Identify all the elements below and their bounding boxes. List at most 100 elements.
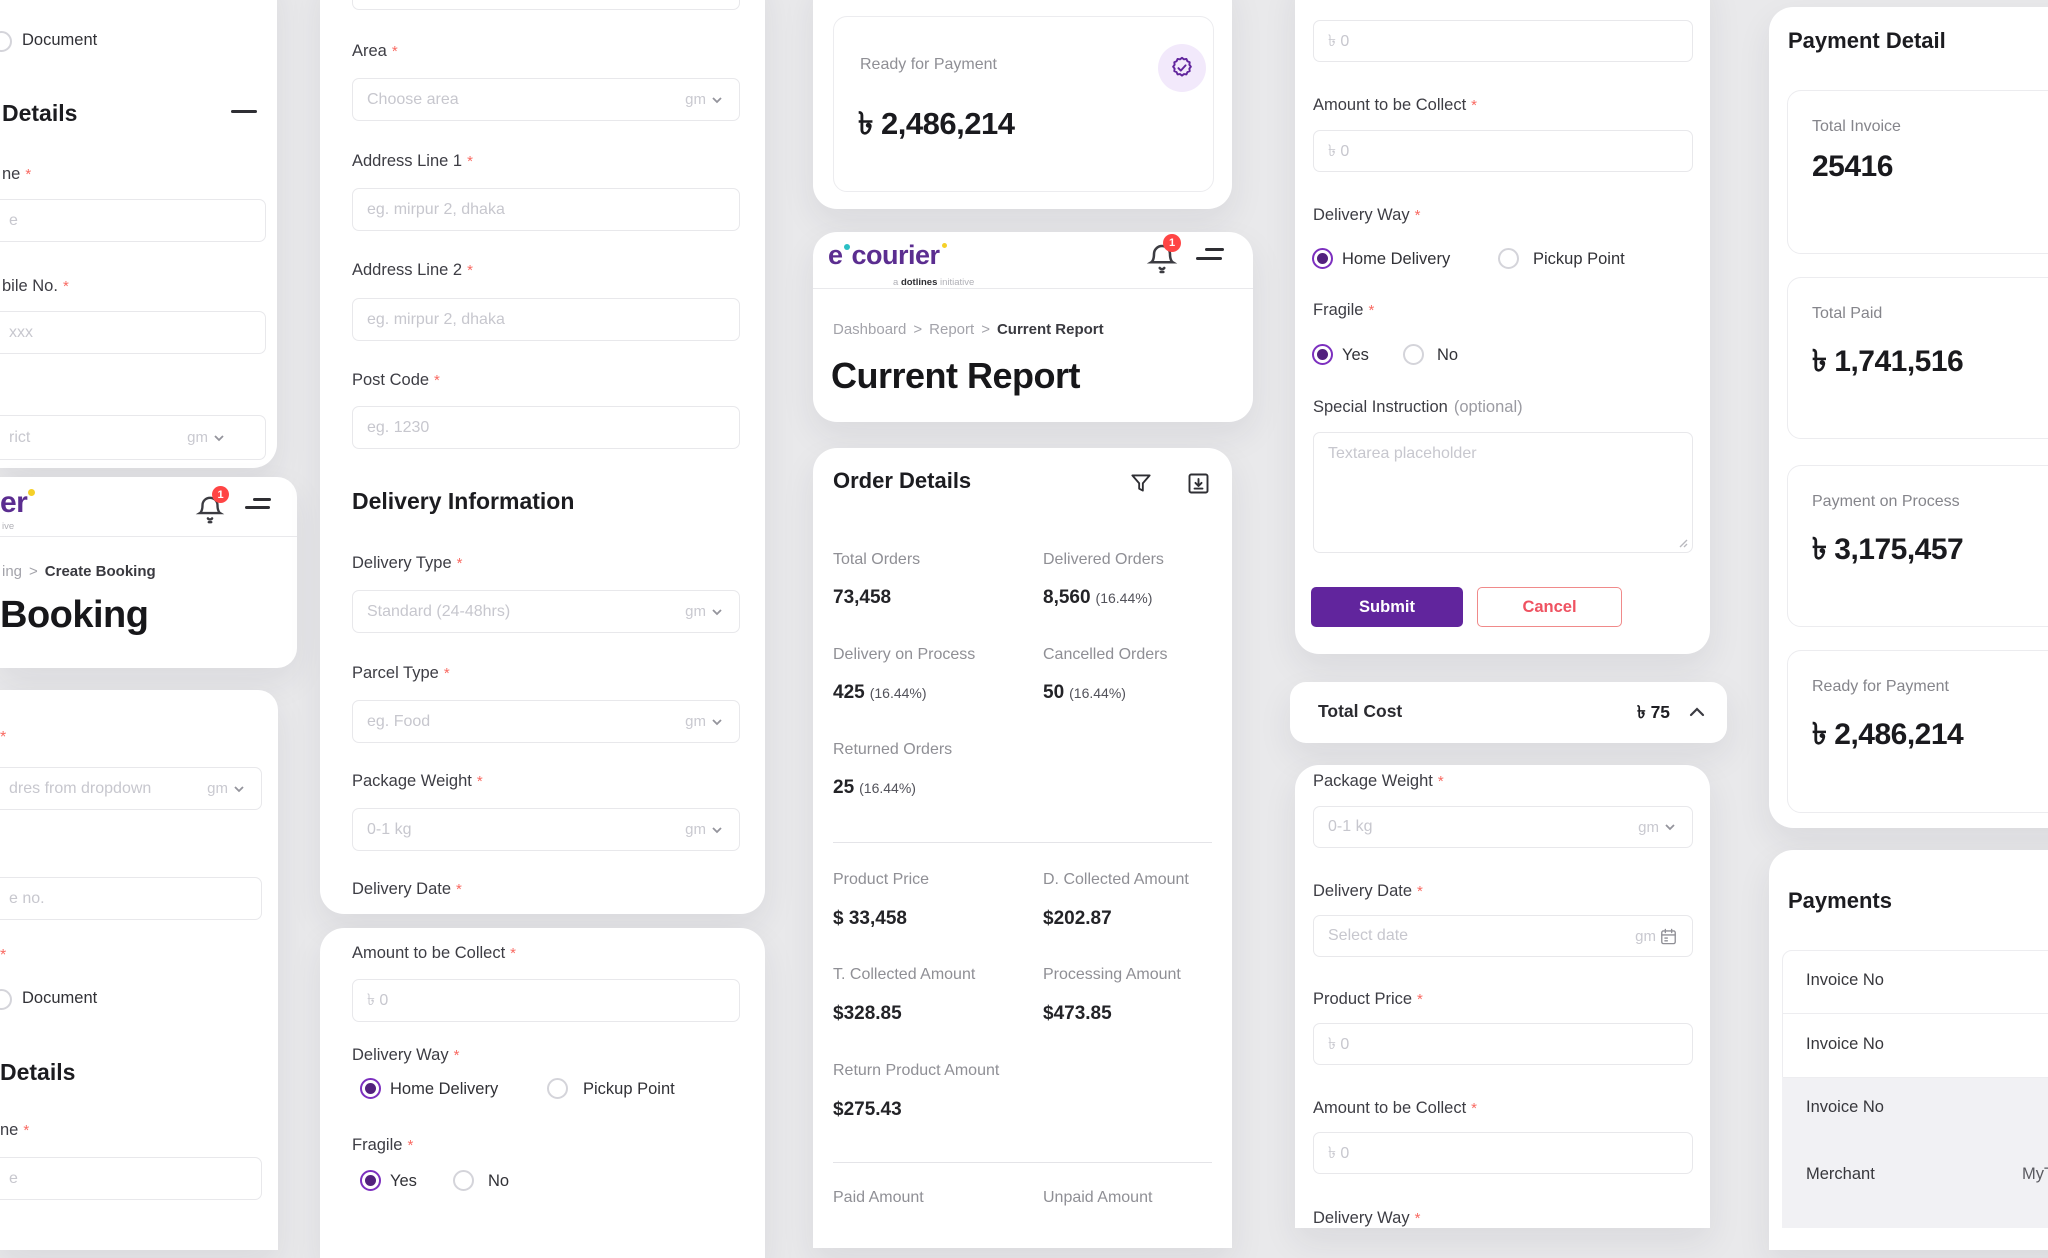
home-delivery-label: Home Delivery xyxy=(1342,250,1451,268)
address2-label: Address Line 2 * xyxy=(352,261,473,279)
stat-value: 73,458 xyxy=(833,587,892,608)
row-divider xyxy=(1783,1013,2048,1014)
cut-input[interactable] xyxy=(352,0,740,10)
delivery-way-label-partial: Delivery Way * xyxy=(1313,1209,1421,1227)
breadcrumb[interactable]: ing > Create Booking xyxy=(2,563,156,580)
order-details-card xyxy=(813,448,1232,1248)
fragile-yes-label: Yes xyxy=(390,1172,417,1190)
total-paid-card xyxy=(1787,277,2048,439)
fragile-yes-radio[interactable] xyxy=(1312,344,1333,365)
delivery-date-picker[interactable]: Select date gm xyxy=(1313,915,1693,957)
total-invoice-card xyxy=(1787,90,2048,254)
download-icon[interactable] xyxy=(1185,470,1212,497)
amount-collect-label: Amount to be Collect * xyxy=(1313,96,1478,114)
address1-label: Address Line 1 * xyxy=(352,152,473,170)
amount-value: $202.87 xyxy=(1043,908,1112,929)
details-heading: Details xyxy=(0,1059,76,1085)
delivery-way-label: Delivery Way * xyxy=(352,1046,460,1064)
parcel-type-select[interactable]: eg. Food gm xyxy=(352,700,740,743)
hamburger-menu-icon[interactable] xyxy=(1196,248,1224,260)
chevron-down-icon xyxy=(712,96,722,103)
fragile-no-radio[interactable] xyxy=(1403,344,1424,365)
section-divider xyxy=(833,1162,1212,1163)
package-weight-select[interactable]: 0-1 kg gm xyxy=(1313,806,1693,848)
logo-accent-dot xyxy=(28,489,35,496)
address2-input[interactable]: eg. mirpur 2, dhaka xyxy=(352,298,740,341)
details-heading: Details xyxy=(2,100,78,126)
logo-partial: er xyxy=(0,486,28,519)
bell-icon[interactable] xyxy=(195,492,225,526)
delivery-way-label: Delivery Way * xyxy=(1313,206,1421,224)
address-select[interactable]: dres from dropdown gm xyxy=(0,767,262,810)
stat-label: Cancelled Orders xyxy=(1043,646,1168,663)
stat-value: 8,560 (16.44%) xyxy=(1043,587,1153,608)
total-paid-value: ৳ 1,741,516 xyxy=(1812,345,1964,378)
cancel-button[interactable]: Cancel xyxy=(1477,587,1622,627)
area-select[interactable]: Choose area gm xyxy=(352,78,740,121)
payments-row[interactable]: Invoice No xyxy=(1806,971,1884,989)
pickup-point-radio[interactable] xyxy=(1498,248,1519,269)
home-delivery-radio[interactable] xyxy=(360,1078,381,1099)
phone-input[interactable]: e no. xyxy=(0,877,262,920)
name-label-partial: ne * xyxy=(2,165,32,183)
delivery-type-label: Delivery Type * xyxy=(352,554,463,572)
stat-value: 25 (16.44%) xyxy=(833,777,916,798)
seal-check-icon xyxy=(1169,55,1195,81)
product-price-input[interactable]: ৳ 0 xyxy=(1313,1023,1693,1065)
special-instruction-textarea[interactable]: Textarea placeholder xyxy=(1313,432,1693,553)
total-cost-bar[interactable] xyxy=(1290,682,1727,743)
fragile-no-label: No xyxy=(1437,346,1459,364)
delivery-type-select[interactable]: Standard (24-48hrs) gm xyxy=(352,590,740,633)
breadcrumb[interactable]: Dashboard > Report > Current Report xyxy=(833,321,1104,338)
fragile-yes-radio[interactable] xyxy=(360,1170,381,1191)
postcode-input[interactable]: eg. 1230 xyxy=(352,406,740,449)
name-input[interactable]: e xyxy=(0,199,266,242)
total-cost-value: ৳ 75 xyxy=(1637,702,1671,722)
district-select[interactable]: rict gm xyxy=(0,415,266,460)
fragile-label: Fragile * xyxy=(352,1136,414,1154)
paid-amount-label: Paid Amount xyxy=(833,1189,924,1206)
delivery-date-label: Delivery Date * xyxy=(1313,882,1423,900)
amount-label: T. Collected Amount xyxy=(833,966,976,983)
stat-label: Total Orders xyxy=(833,551,921,568)
package-weight-label: Package Weight * xyxy=(352,772,483,790)
package-weight-label: Package Weight * xyxy=(1313,772,1444,790)
resize-handle-icon[interactable] xyxy=(1676,536,1688,548)
package-weight-select[interactable]: 0-1 kg gm xyxy=(352,808,740,851)
amount-collect-input[interactable]: ৳ 0 xyxy=(352,979,740,1022)
name-input[interactable]: e xyxy=(0,1157,262,1200)
header-divider xyxy=(0,536,297,537)
payments-row[interactable]: Invoice No xyxy=(1806,1098,1884,1116)
submit-button[interactable]: Submit xyxy=(1311,587,1463,627)
amount-collect-input[interactable]: ৳ 0 xyxy=(1313,130,1693,172)
fragile-no-radio[interactable] xyxy=(453,1170,474,1191)
collect-form-card xyxy=(320,928,765,1258)
amount-value: $473.85 xyxy=(1043,1003,1112,1024)
calendar-icon xyxy=(1661,928,1676,944)
name-label-partial: ne * xyxy=(0,1121,30,1139)
bell-icon[interactable] xyxy=(1146,240,1178,276)
mobile-input[interactable]: xxx xyxy=(0,311,266,354)
required-asterisk: * xyxy=(0,729,7,746)
amount-label: Return Product Amount xyxy=(833,1062,1000,1079)
chevron-up-icon[interactable] xyxy=(1688,705,1706,719)
product-price-input[interactable]: ৳ 0 xyxy=(1313,20,1693,62)
filter-icon[interactable] xyxy=(1128,470,1154,496)
collapse-minus-icon[interactable] xyxy=(231,110,257,113)
logo-tagline-partial: ive xyxy=(2,521,15,532)
merchant-value: MyT xyxy=(2022,1165,2048,1183)
address1-input[interactable]: eg. mirpur 2, dhaka xyxy=(352,188,740,231)
amount-collect-input[interactable]: ৳ 0 xyxy=(1313,1132,1693,1174)
header-divider xyxy=(813,288,1253,289)
address-form-card xyxy=(320,0,765,914)
fragile-yes-label: Yes xyxy=(1342,346,1369,364)
payments-row[interactable]: Invoice No xyxy=(1806,1035,1884,1053)
delivery-date-label: Delivery Date * xyxy=(352,880,462,898)
payment-detail-heading: Payment Detail xyxy=(1788,28,1946,53)
logo-tagline: a dotlines initiative xyxy=(893,277,975,288)
home-delivery-radio[interactable] xyxy=(1312,248,1333,269)
hamburger-menu-icon[interactable] xyxy=(245,498,271,510)
ready-payment-amount: ৳ 2,486,214 xyxy=(858,106,1015,141)
pickup-point-radio[interactable] xyxy=(547,1078,568,1099)
pickup-point-label: Pickup Point xyxy=(583,1080,675,1098)
